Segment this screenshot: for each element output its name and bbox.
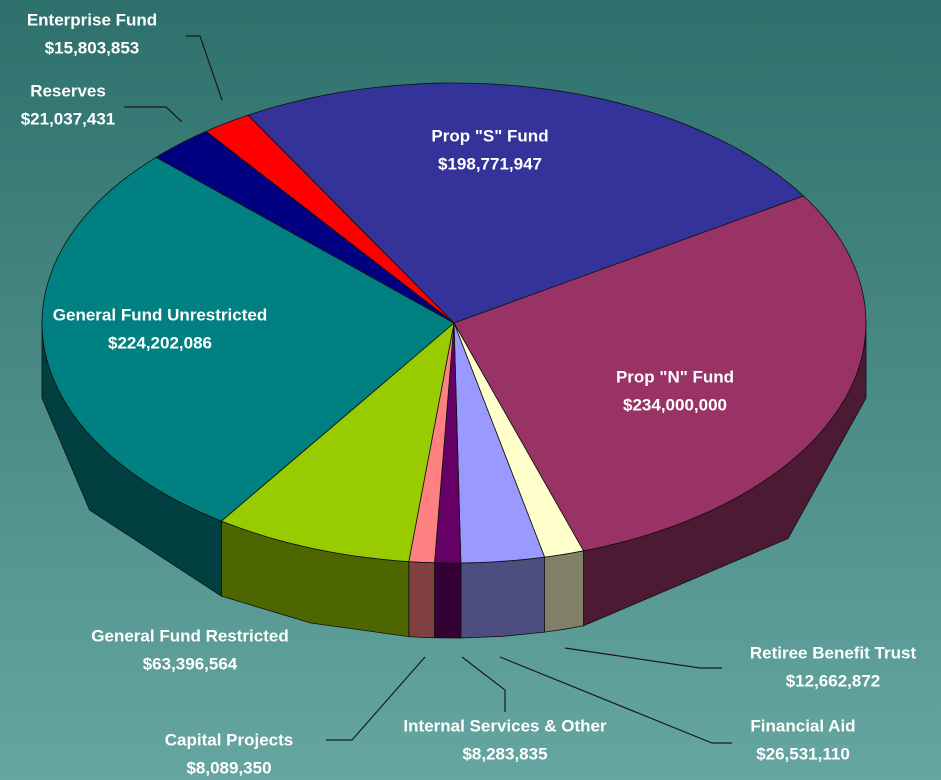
value-label: $63,396,564 [143,654,238,673]
leader-line [461,656,506,712]
value-label: $15,803,853 [45,38,140,57]
slice-label: Financial Aid [750,716,855,735]
leader-lines [124,35,732,744]
slice [205,114,455,324]
pie-top [41,82,867,564]
slice-label: General Fund Restricted [91,626,288,645]
slice-side [434,562,462,639]
slice [453,195,867,552]
leader-line [499,656,732,744]
slice [41,156,455,522]
slice [220,321,455,563]
slice-side [544,550,584,633]
value-label: $224,202,086 [108,333,212,352]
leader-line [326,656,426,741]
slice-label: General Fund Unrestricted [53,305,267,324]
slice-label: Capital Projects [165,730,294,749]
slice-side [408,561,435,639]
value-label: $8,089,350 [186,758,271,777]
slice [155,130,455,324]
leader-line [564,647,722,669]
leader-line [186,35,223,101]
value-label: $8,283,835 [462,744,547,763]
value-label: $12,662,872 [786,671,881,690]
value-label: $21,037,431 [21,109,116,128]
slice-label: Prop "N" Fund [616,367,734,386]
value-label: $26,531,110 [756,744,850,763]
slice-label: Enterprise Fund [27,10,157,29]
slice [247,82,805,324]
slice-label: Prop "S" Fund [431,126,548,145]
slice-label: Reserves [30,81,106,100]
value-label: $198,771,947 [438,154,542,173]
slice [453,322,546,564]
value-label: $234,000,000 [623,395,727,414]
slice-side [460,556,545,639]
slice-label: Internal Services & Other [403,716,607,735]
leader-line [124,106,183,123]
slice-label: Retiree Benefit Trust [750,643,917,662]
